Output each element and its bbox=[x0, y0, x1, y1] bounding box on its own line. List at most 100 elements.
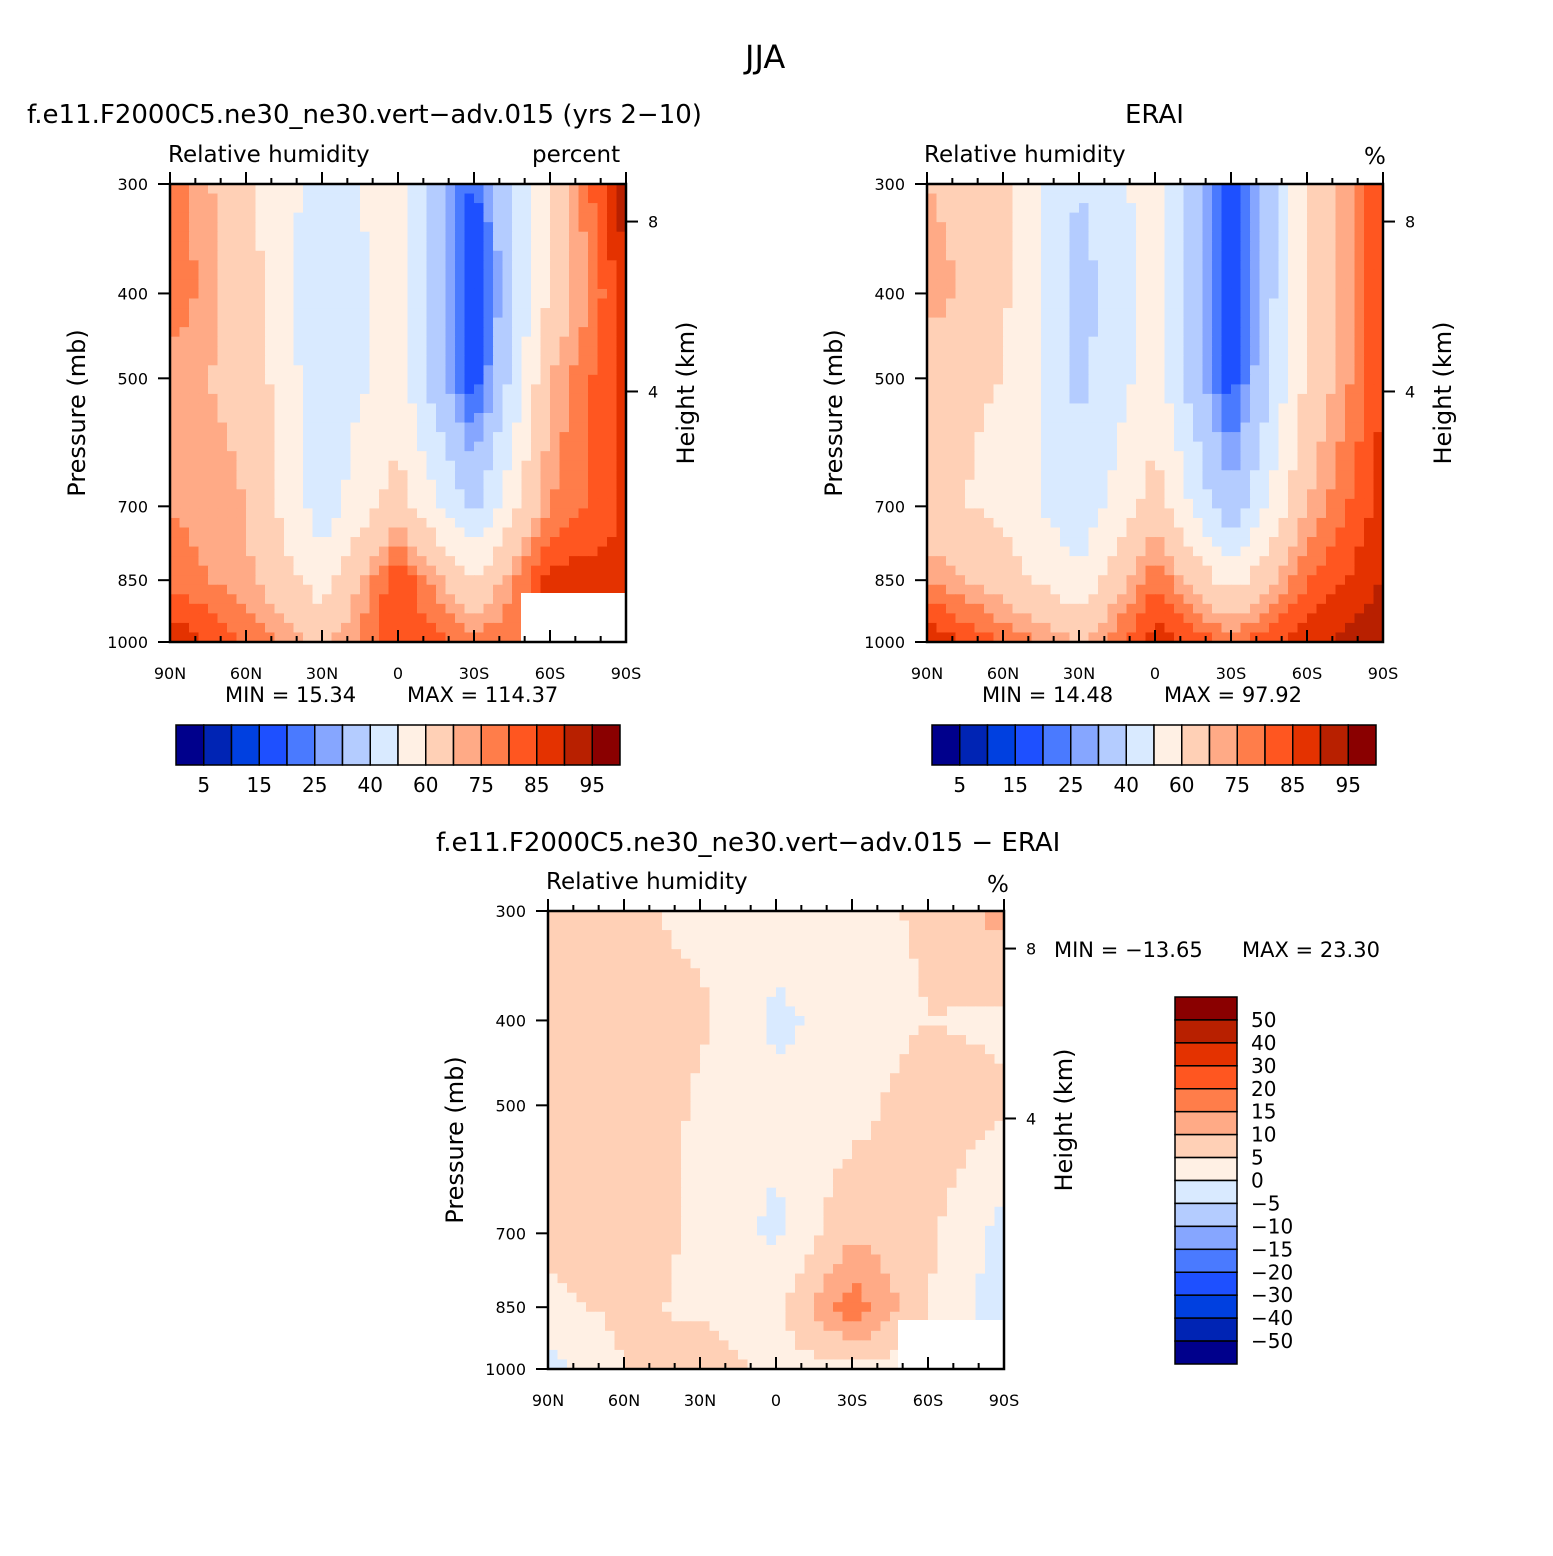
contour-cell bbox=[227, 327, 238, 338]
contour-cell bbox=[407, 556, 418, 567]
contour-cell bbox=[1079, 384, 1090, 395]
contour-cell bbox=[597, 527, 608, 538]
contour-cell bbox=[559, 384, 570, 395]
contour-cell bbox=[1107, 308, 1118, 319]
contour-cell bbox=[1259, 603, 1270, 614]
contour-cell bbox=[1003, 565, 1014, 576]
contour-cell bbox=[597, 479, 608, 490]
contour-cell bbox=[1202, 374, 1213, 385]
contour-cell bbox=[616, 460, 627, 471]
contour-cell bbox=[246, 632, 257, 643]
contour-cell bbox=[350, 537, 361, 548]
contour-cell bbox=[936, 489, 947, 500]
contour-cell bbox=[274, 184, 285, 195]
contour-cell bbox=[1069, 565, 1080, 576]
contour-cell bbox=[1326, 317, 1337, 328]
contour-cell bbox=[1354, 565, 1365, 576]
contour-cell bbox=[1003, 336, 1014, 347]
contour-cell bbox=[1174, 355, 1185, 366]
contour-cell bbox=[1079, 422, 1090, 433]
contour-cell bbox=[1316, 241, 1327, 252]
contour-cell bbox=[1278, 489, 1289, 500]
contour-cell bbox=[1345, 250, 1356, 261]
contour-cell bbox=[1022, 508, 1033, 519]
contour-cell bbox=[1050, 575, 1061, 586]
contour-cell bbox=[1050, 498, 1061, 510]
contour-cell bbox=[974, 212, 985, 223]
contour-cell bbox=[984, 584, 995, 595]
contour-cell bbox=[550, 222, 561, 233]
contour-cell bbox=[1354, 308, 1365, 319]
contour-cell bbox=[569, 460, 580, 471]
contour-cell bbox=[521, 537, 532, 548]
contour-cell bbox=[605, 920, 616, 931]
contour-cell bbox=[502, 336, 513, 347]
contour-cell bbox=[1145, 260, 1156, 271]
contour-cell bbox=[937, 911, 948, 922]
contour-cell bbox=[578, 556, 589, 567]
contour-cell bbox=[274, 298, 285, 309]
contour-cell bbox=[521, 393, 532, 405]
contour-cell bbox=[1183, 279, 1194, 290]
contour-cell bbox=[502, 317, 513, 328]
contour-cell bbox=[407, 527, 418, 538]
contour-cell bbox=[607, 346, 618, 357]
contour-cell bbox=[1155, 336, 1166, 347]
contour-cell bbox=[1031, 460, 1042, 471]
contour-cell bbox=[531, 575, 542, 586]
contour-cell bbox=[1259, 308, 1270, 319]
contour-cell bbox=[1212, 575, 1223, 586]
contour-cell bbox=[1250, 594, 1261, 605]
contour-cell bbox=[502, 441, 513, 452]
contour-cell bbox=[293, 393, 304, 405]
contour-cell bbox=[274, 575, 285, 586]
contour-cell bbox=[1155, 517, 1166, 529]
contour-cell bbox=[1269, 489, 1280, 500]
contour-cell bbox=[1240, 203, 1251, 214]
contour-cell bbox=[1335, 193, 1346, 204]
contour-cell bbox=[936, 374, 947, 385]
contour-cell bbox=[170, 441, 181, 452]
contour-cell bbox=[493, 508, 504, 519]
contour-cell bbox=[217, 298, 228, 309]
contour-cell bbox=[398, 498, 409, 510]
contour-cell bbox=[1126, 613, 1137, 624]
contour-cell bbox=[417, 517, 428, 529]
contour-cell bbox=[586, 977, 597, 988]
contour-cell bbox=[550, 193, 561, 204]
contour-cell bbox=[1354, 393, 1365, 405]
contour-cell bbox=[170, 260, 181, 271]
contour-cell bbox=[198, 565, 209, 576]
contour-cell bbox=[597, 336, 608, 347]
contour-cell bbox=[1174, 260, 1185, 271]
contour-cell bbox=[360, 336, 371, 347]
contour-cell bbox=[984, 575, 995, 586]
contour-cell bbox=[1003, 184, 1014, 195]
contour-cell bbox=[455, 346, 466, 357]
contour-cell bbox=[899, 939, 910, 950]
contour-cell bbox=[1259, 269, 1270, 281]
contour-cell bbox=[927, 260, 938, 271]
contour-cell bbox=[1136, 317, 1147, 328]
contour-cell bbox=[1193, 537, 1204, 548]
contour-cell bbox=[1259, 413, 1270, 424]
contour-cell bbox=[747, 911, 758, 922]
contour-cell bbox=[217, 355, 228, 366]
contour-cell bbox=[1259, 470, 1270, 481]
contour-cell bbox=[236, 355, 247, 366]
contour-cell bbox=[1012, 556, 1023, 567]
contour-cell bbox=[531, 517, 542, 529]
contour-cell bbox=[1240, 222, 1251, 233]
contour-cell bbox=[284, 470, 295, 481]
contour-cell bbox=[1098, 403, 1109, 414]
contour-cell bbox=[360, 413, 371, 424]
contour-cell bbox=[170, 451, 181, 462]
contour-cell bbox=[1221, 384, 1232, 395]
contour-cell bbox=[947, 911, 958, 922]
contour-cell bbox=[1193, 603, 1204, 614]
contour-cell bbox=[284, 222, 295, 233]
contour-cell bbox=[274, 336, 285, 347]
contour-cell bbox=[521, 384, 532, 395]
contour-cell bbox=[1269, 479, 1280, 490]
contour-cell bbox=[417, 537, 428, 548]
